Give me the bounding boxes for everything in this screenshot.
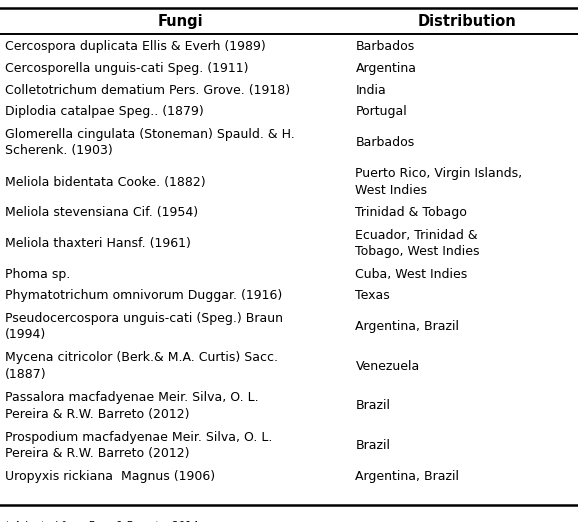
- Text: Cercosporella unguis-cati Speg. (1911): Cercosporella unguis-cati Speg. (1911): [5, 62, 248, 75]
- Text: Meliola stevensiana Cif. (1954): Meliola stevensiana Cif. (1954): [5, 206, 198, 219]
- Text: Glomerella cingulata (Stoneman) Spauld. & H.
Scherenk. (1903): Glomerella cingulata (Stoneman) Spauld. …: [5, 128, 294, 157]
- Text: Puerto Rico, Virgin Islands,
West Indies: Puerto Rico, Virgin Islands, West Indies: [355, 168, 523, 197]
- Text: Argentina, Brazil: Argentina, Brazil: [355, 320, 460, 333]
- Text: Prospodium macfadyenae Meir. Silva, O. L.
Pereira & R.W. Barreto (2012): Prospodium macfadyenae Meir. Silva, O. L…: [5, 431, 272, 460]
- Text: Texas: Texas: [355, 289, 390, 302]
- Text: Meliola bidentata Cooke. (1882): Meliola bidentata Cooke. (1882): [5, 175, 205, 188]
- Text: Venezuela: Venezuela: [355, 360, 420, 373]
- Text: Cuba, West Indies: Cuba, West Indies: [355, 268, 468, 281]
- Text: Meliola thaxteri Hansf. (1961): Meliola thaxteri Hansf. (1961): [5, 237, 191, 250]
- Text: Brazil: Brazil: [355, 399, 391, 412]
- Text: India: India: [355, 84, 386, 97]
- Text: Diplodia catalpae Speg.. (1879): Diplodia catalpae Speg.. (1879): [5, 105, 203, 118]
- Text: Passalora macfadyenae Meir. Silva, O. L.
Pereira & R.W. Barreto (2012): Passalora macfadyenae Meir. Silva, O. L.…: [5, 391, 258, 421]
- Text: * Adapted from Fern & Barreto, 2014: * Adapted from Fern & Barreto, 2014: [5, 521, 198, 522]
- Text: Barbados: Barbados: [355, 41, 415, 53]
- Text: Argentina: Argentina: [355, 62, 417, 75]
- Text: Mycena citricolor (Berk.& M.A. Curtis) Sacc.
(1887): Mycena citricolor (Berk.& M.A. Curtis) S…: [5, 351, 277, 381]
- Text: Ecuador, Trinidad &
Tobago, West Indies: Ecuador, Trinidad & Tobago, West Indies: [355, 229, 480, 258]
- Text: Argentina, Brazil: Argentina, Brazil: [355, 470, 460, 483]
- Text: Trinidad & Tobago: Trinidad & Tobago: [355, 206, 468, 219]
- Text: Colletotrichum dematium Pers. Grove. (1918): Colletotrichum dematium Pers. Grove. (19…: [5, 84, 290, 97]
- Text: Pseudocercospora unguis-cati (Speg.) Braun
(1994): Pseudocercospora unguis-cati (Speg.) Bra…: [5, 312, 283, 341]
- Text: Uropyxis rickiana  Magnus (1906): Uropyxis rickiana Magnus (1906): [5, 470, 215, 483]
- Text: Brazil: Brazil: [355, 439, 391, 452]
- Text: Fungi: Fungi: [157, 14, 203, 29]
- Text: Cercospora duplicata Ellis & Everh (1989): Cercospora duplicata Ellis & Everh (1989…: [5, 41, 265, 53]
- Text: Phoma sp.: Phoma sp.: [5, 268, 70, 281]
- Text: Distribution: Distribution: [417, 14, 516, 29]
- Text: Portugal: Portugal: [355, 105, 407, 118]
- Text: Barbados: Barbados: [355, 136, 415, 149]
- Text: Phymatotrichum omnivorum Duggar. (1916): Phymatotrichum omnivorum Duggar. (1916): [5, 289, 282, 302]
